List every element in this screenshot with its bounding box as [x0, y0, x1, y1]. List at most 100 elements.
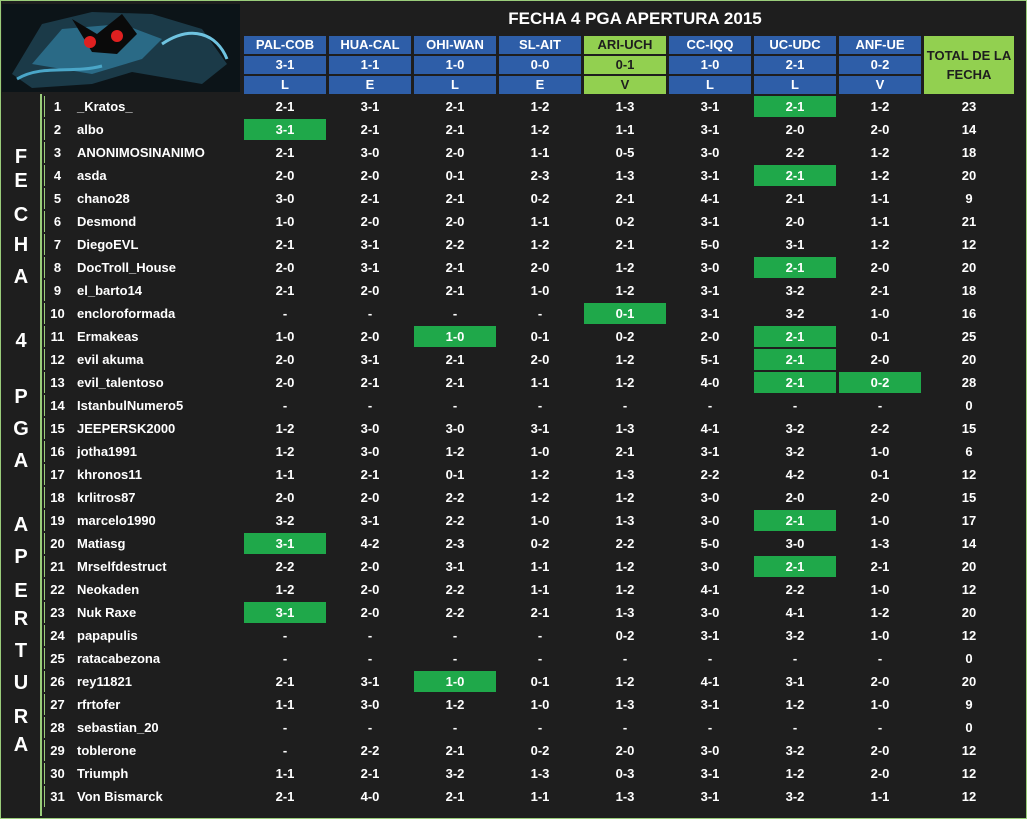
player-name: rfrtofer	[77, 697, 121, 712]
table-row: 8 DocTroll_House 2-0 3-1 2-1 2-0 1-2 3-0 2-1 2-0 2…	[3, 257, 1014, 278]
prediction-cell: 3-0	[700, 743, 720, 758]
prediction-cell: 3-1	[700, 99, 720, 114]
row-number: 27	[44, 694, 70, 715]
row-number: 31	[44, 786, 70, 807]
prediction-cell: -	[877, 398, 883, 413]
total-cell: 9	[965, 191, 973, 206]
row-number: 7	[44, 234, 70, 255]
row-number: 29	[44, 740, 70, 761]
prediction-cell: 2-1	[754, 257, 836, 278]
player-name: Neokaden	[77, 582, 140, 597]
prediction-cell: 3-0	[360, 145, 380, 160]
prediction-cell: 2-0	[360, 490, 380, 505]
side-spacer	[3, 234, 41, 255]
prediction-cell: 0-1	[870, 467, 890, 482]
prediction-cell: 0-1	[870, 329, 890, 344]
prediction-cell: 1-2	[615, 260, 635, 275]
side-spacer	[3, 510, 41, 531]
side-spacer	[3, 349, 41, 370]
table-row: 20 Matiasg 3-1 4-2 2-3 0-2 2-2 5-0 3-0 1-3 14	[3, 533, 1014, 554]
side-spacer	[3, 763, 41, 784]
prediction-cell: 3-2	[785, 306, 805, 321]
masked-face-logo-icon	[12, 12, 229, 88]
prediction-cell: 2-0	[615, 743, 635, 758]
side-spacer	[3, 786, 41, 807]
prediction-cell: 4-1	[700, 191, 720, 206]
match-res: E	[499, 76, 581, 94]
prediction-cell: 2-1	[360, 766, 380, 781]
prediction-cell: 1-3	[615, 421, 635, 436]
total-header: TOTAL DE LA FECHA	[924, 36, 1014, 94]
player-name: IstanbulNumero5	[77, 398, 184, 413]
table-row: 7 DiegoEVL 2-1 3-1 2-2 1-2 2-1 5-0 3-1 1-2 12	[3, 234, 1014, 255]
table-row: 10 encloroformada - - - - 0-1 3-1 3-2 1-0 16	[3, 303, 1014, 324]
total-cell: 9	[965, 697, 973, 712]
side-spacer	[3, 418, 41, 439]
prediction-cell: 2-2	[445, 237, 465, 252]
prediction-cell: -	[622, 720, 628, 735]
table-row: 6 Desmond 1-0 2-0 2-0 1-1 0-2 3-1 2-0 1-1 21	[3, 211, 1014, 232]
prediction-cell: 2-0	[785, 214, 805, 229]
row-number: 1	[44, 96, 70, 117]
player-name: Desmond	[77, 214, 137, 229]
row-number: 2	[44, 119, 70, 140]
side-spacer	[3, 280, 41, 301]
side-spacer	[3, 395, 41, 416]
prediction-cell: 3-2	[785, 789, 805, 804]
prediction-cell: 0-2	[615, 329, 635, 344]
prediction-cell: -	[282, 628, 288, 643]
prediction-cell: 3-1	[360, 352, 380, 367]
prediction-cell: 2-1	[360, 122, 380, 137]
prediction-cell: 3-2	[785, 283, 805, 298]
prediction-cell: 1-2	[530, 237, 550, 252]
table-row: 9 el_barto14 2-1 2-0 2-1 1-0 1-2 3-1 3-2 2-1 18	[3, 280, 1014, 301]
side-letter: A	[13, 450, 29, 472]
table-row: 12 evil akuma 2-0 3-1 2-1 2-0 1-2 5-1 2-1 2-0 20	[3, 349, 1014, 370]
prediction-cell: -	[537, 628, 543, 643]
prediction-cell: 3-0	[700, 490, 720, 505]
side-spacer	[3, 326, 41, 347]
prediction-cell: 2-2	[615, 536, 635, 551]
prediction-cell: 2-1	[275, 99, 295, 114]
prediction-cell: 3-1	[244, 533, 326, 554]
prediction-cell: 0-1	[584, 303, 666, 324]
prediction-cell: 2-2	[445, 513, 465, 528]
player-name: encloroformada	[77, 306, 176, 321]
row-number: 8	[44, 257, 70, 278]
row-number: 11	[44, 326, 70, 347]
prediction-cell: 2-0	[870, 766, 890, 781]
prediction-cell: 2-0	[360, 214, 380, 229]
total-cell: 0	[965, 651, 973, 666]
prediction-cell: 3-1	[700, 122, 720, 137]
prediction-cell: -	[367, 720, 373, 735]
prediction-cell: 1-2	[530, 122, 550, 137]
row-number: 14	[44, 395, 70, 416]
prediction-cell: 3-1	[530, 421, 550, 436]
prediction-cell: 3-1	[360, 99, 380, 114]
player-name: papapulis	[77, 628, 138, 643]
prediction-cell: 1-1	[275, 697, 295, 712]
match-name: CC-IQQ	[669, 36, 751, 54]
side-letter: A	[13, 266, 29, 288]
table-row: 13 evil_talentoso 2-0 2-1 2-1 1-1 1-2 4-0 2-1 0-2…	[3, 372, 1014, 393]
results-table: PAL-COB HUA-CAL OHI-WAN SL-AIT ARI-UCH CC-IQQ…	[0, 34, 1017, 809]
total-cell: 17	[961, 513, 977, 528]
prediction-cell: 2-0	[275, 168, 295, 183]
prediction-cell: -	[537, 306, 543, 321]
row-number: 21	[44, 556, 70, 577]
prediction-cell: 1-0	[414, 671, 496, 692]
prediction-cell: 2-0	[360, 168, 380, 183]
prediction-cell: 1-2	[785, 766, 805, 781]
prediction-cell: 2-0	[530, 352, 550, 367]
prediction-cell: 1-1	[530, 789, 550, 804]
prediction-cell: 1-0	[530, 283, 550, 298]
prediction-cell: 3-0	[700, 145, 720, 160]
row-number: 30	[44, 763, 70, 784]
prediction-cell: -	[367, 628, 373, 643]
prediction-cell: -	[707, 651, 713, 666]
total-cell: 23	[961, 99, 977, 114]
prediction-cell: 1-3	[870, 536, 890, 551]
total-cell: 12	[961, 766, 977, 781]
prediction-cell: 2-1	[754, 510, 836, 531]
prediction-cell: 3-1	[244, 119, 326, 140]
